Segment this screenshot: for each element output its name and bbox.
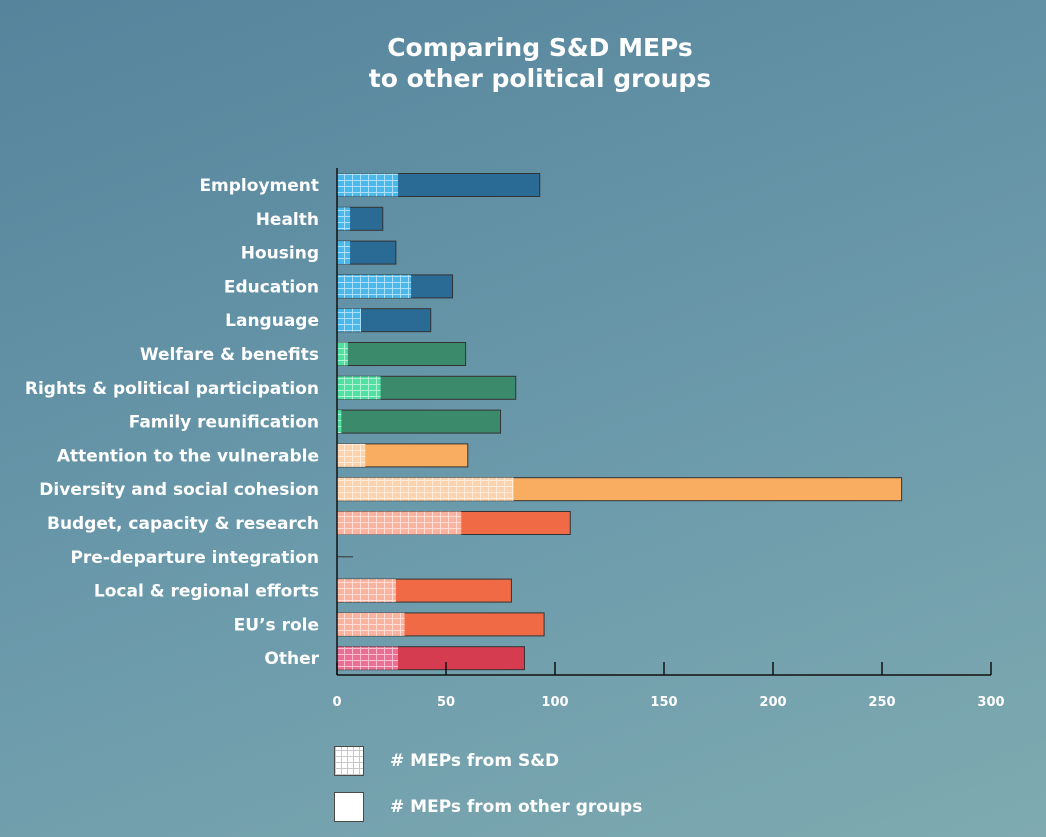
- x-axis: 0 50 100 150 200 250 300: [332, 168, 1005, 710]
- legend-swatch-other: [334, 792, 364, 822]
- bar-sd-hatch-employment: [337, 173, 399, 197]
- x-tick-label-100: 100: [541, 695, 568, 710]
- category-label-family-reunification: Family reunification: [129, 413, 319, 433]
- bar-sd-hatch-other: [337, 646, 399, 670]
- bar-sd-hatch-family-reunification: [337, 410, 342, 434]
- category-label-language: Language: [225, 311, 319, 331]
- category-label-local-regional-efforts: Local & regional efforts: [94, 582, 319, 602]
- bar-sd-hatch-attention-to-the-vulnerable: [337, 443, 366, 467]
- bar-sd-hatch-budget-capacity-research: [337, 511, 462, 535]
- category-label-eu-s-role: EU’s role: [234, 615, 319, 635]
- category-label-education: Education: [224, 277, 319, 297]
- bar-other-welfare-benefits: [336, 342, 467, 366]
- x-tick-label-50: 50: [437, 695, 455, 710]
- bar-sd-hatch-education: [337, 274, 412, 298]
- chart-title-line-1: Comparing S&D MEPs: [387, 33, 693, 62]
- legend-label-other: # MEPs from other groups: [390, 797, 643, 817]
- x-tick-label-200: 200: [759, 695, 786, 710]
- bar-sd-hatch-eu-s-role: [337, 612, 405, 636]
- bar-sd-hatch-diversity-and-social-cohesion: [337, 477, 514, 501]
- category-label-budget-capacity-research: Budget, capacity & research: [47, 514, 319, 534]
- category-label-pre-departure-integration: Pre-departure integration: [70, 548, 319, 568]
- x-tick-label-250: 250: [868, 695, 895, 710]
- chart-title-line-2: to other political groups: [368, 64, 712, 93]
- bar-sd-hatch-welfare-benefits: [337, 342, 348, 366]
- category-label-attention-to-the-vulnerable: Attention to the vulnerable: [57, 446, 319, 466]
- bar-sd-hatch-housing: [337, 241, 351, 265]
- bar-sd-hatch-health: [337, 207, 351, 231]
- legend-swatch-sd: [334, 746, 364, 776]
- category-label-diversity-and-social-cohesion: Diversity and social cohesion: [39, 480, 319, 500]
- x-tick-label-150: 150: [650, 695, 677, 710]
- category-label-health: Health: [256, 210, 319, 230]
- legend-item-sd: # MEPs from S&D: [334, 746, 559, 776]
- x-tick-label-0: 0: [332, 695, 341, 710]
- x-tick-label-300: 300: [977, 695, 1004, 710]
- chart-title: Comparing S&D MEPs to other political gr…: [0, 32, 1046, 94]
- bars: [336, 173, 903, 671]
- category-labels: Employment Health Housing Education Language…: [25, 176, 320, 669]
- category-label-rights-political-participation: Rights & political participation: [25, 379, 319, 399]
- category-label-welfare-benefits: Welfare & benefits: [140, 345, 319, 365]
- bar-sd-hatch-language: [337, 308, 361, 332]
- legend-item-other: # MEPs from other groups: [334, 792, 642, 822]
- bar-sd-hatch-rights-political-participation: [337, 376, 381, 400]
- category-label-employment: Employment: [199, 176, 319, 196]
- category-label-other: Other: [264, 649, 319, 669]
- bar-other-family-reunification: [336, 409, 501, 434]
- category-label-housing: Housing: [241, 244, 319, 264]
- bar-sd-hatch-local-regional-efforts: [337, 579, 396, 603]
- legend-label-sd: # MEPs from S&D: [390, 751, 560, 771]
